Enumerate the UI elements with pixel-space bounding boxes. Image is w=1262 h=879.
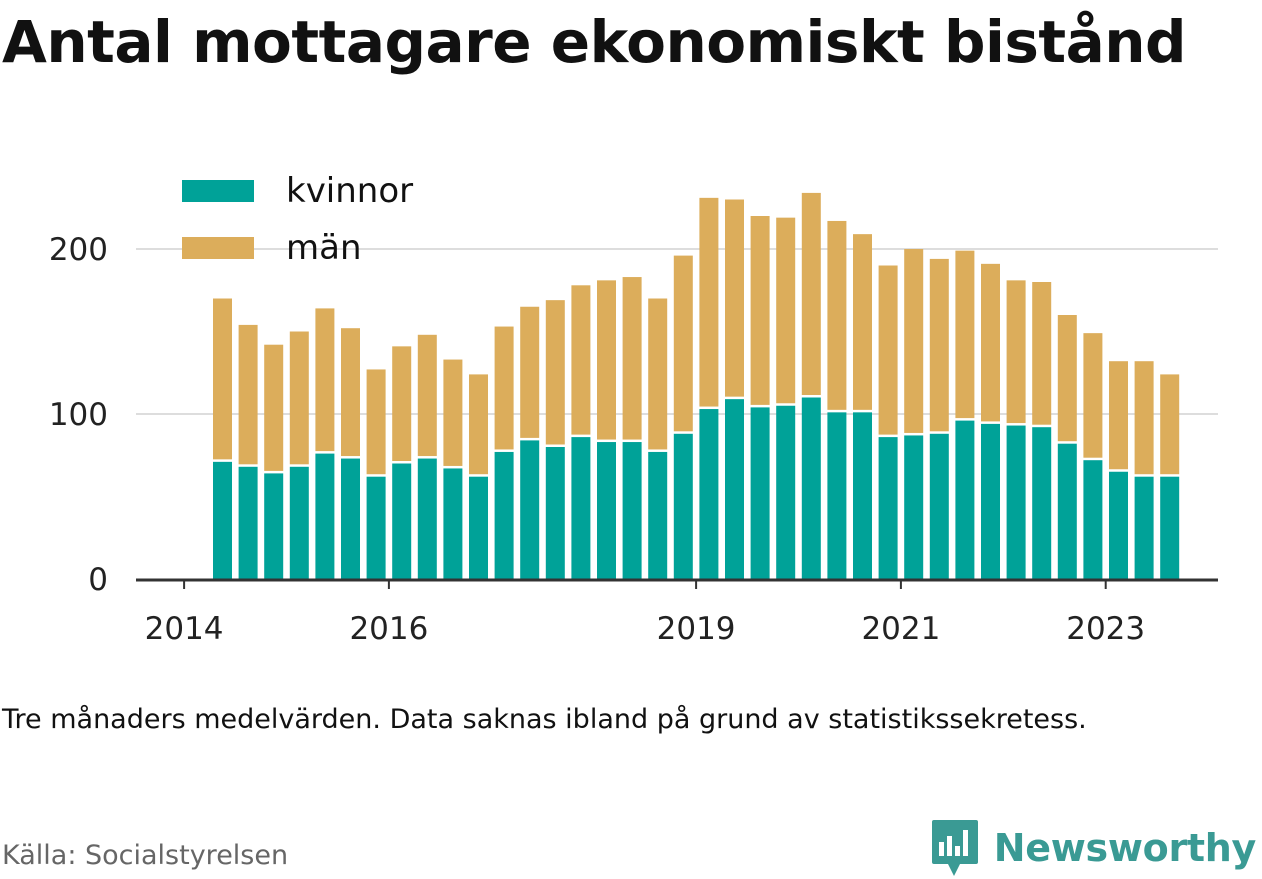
bar-man xyxy=(264,344,284,471)
bar-man xyxy=(392,346,412,461)
bar-man xyxy=(1083,333,1103,458)
bar-man xyxy=(1160,374,1180,475)
bar-kvinnor xyxy=(1083,460,1103,579)
bar-man xyxy=(545,300,565,445)
bar-man xyxy=(520,306,540,438)
bar-kvinnor xyxy=(725,399,744,579)
bar-man xyxy=(699,197,719,407)
bar-kvinnor xyxy=(750,407,770,579)
bar-man xyxy=(673,255,693,432)
newsworthy-logo-icon xyxy=(931,820,978,876)
bar-kvinnor xyxy=(878,437,898,579)
bar-kvinnor xyxy=(341,458,360,579)
chart-container: 0 100 200 2014 2016 2019 2021 2023 kvinnor män xyxy=(0,150,1262,670)
bar-man xyxy=(648,298,668,450)
bar-man xyxy=(827,220,847,410)
bar-man xyxy=(878,265,898,435)
legend-label-man: män xyxy=(286,228,362,268)
bar-man xyxy=(571,285,591,435)
chart-note: Tre månaders medelvärden. Data saknas ib… xyxy=(2,704,1087,735)
source-label: Källa: Socialstyrelsen xyxy=(2,840,289,871)
bar-man xyxy=(981,263,1000,422)
legend-label-kvinnor: kvinnor xyxy=(286,171,413,211)
bar-kvinnor xyxy=(213,461,232,579)
bar-kvinnor xyxy=(392,463,412,579)
bar-man xyxy=(929,258,949,432)
bar-man xyxy=(1057,315,1077,442)
stacked-bar-chart: 0 100 200 2014 2016 2019 2021 2023 kvinnor män xyxy=(49,171,1218,647)
x-tick-label: 2016 xyxy=(349,611,428,647)
bar-kvinnor xyxy=(1032,427,1052,579)
bar-kvinnor xyxy=(776,405,796,579)
bar-man xyxy=(801,192,821,395)
bar-kvinnor xyxy=(929,433,949,579)
x-tick-label: 2019 xyxy=(657,611,736,647)
x-tick-label: 2014 xyxy=(145,611,224,647)
bar-kvinnor xyxy=(1057,443,1077,579)
bar-kvinnor xyxy=(853,412,872,579)
legend-swatch-man xyxy=(182,237,254,259)
bar-man xyxy=(1032,282,1052,425)
bar-kvinnor xyxy=(1006,425,1026,579)
bar-man xyxy=(341,328,360,457)
bar-kvinnor xyxy=(1109,471,1128,579)
bar-man xyxy=(955,250,975,419)
y-tick-label: 0 xyxy=(88,562,108,598)
bar-man xyxy=(494,326,514,450)
bar-kvinnor xyxy=(904,435,924,579)
bar-man xyxy=(622,277,642,440)
x-tick-label: 2023 xyxy=(1066,611,1145,647)
newsworthy-brand: Newsworthy xyxy=(930,818,1256,878)
bar-kvinnor xyxy=(417,458,437,579)
bar-man xyxy=(750,216,770,405)
bar-man xyxy=(853,234,872,410)
bar-kvinnor xyxy=(520,440,540,579)
legend-swatch-kvinnor xyxy=(182,180,254,202)
bar-kvinnor xyxy=(494,451,514,579)
bar-man xyxy=(1006,280,1026,424)
bar-kvinnor xyxy=(801,397,821,579)
bar-kvinnor xyxy=(443,468,463,579)
bar-man xyxy=(904,249,924,433)
bar-man xyxy=(366,369,386,475)
bar-man xyxy=(469,374,488,475)
bar-kvinnor xyxy=(238,466,258,579)
y-tick-label: 200 xyxy=(49,232,108,268)
y-tick-label: 100 xyxy=(49,397,108,433)
bar-man xyxy=(776,217,796,404)
bar-man xyxy=(315,308,335,452)
bar-kvinnor xyxy=(545,447,565,579)
bar-kvinnor xyxy=(289,466,309,579)
bar-kvinnor xyxy=(955,420,975,579)
bar-kvinnor xyxy=(981,423,1000,579)
bar-man xyxy=(289,331,309,465)
bar-man xyxy=(417,334,437,457)
bar-kvinnor xyxy=(827,412,847,579)
bar-man xyxy=(1109,361,1128,470)
bar-kvinnor xyxy=(648,451,668,579)
bar-kvinnor xyxy=(1134,476,1154,579)
bar-kvinnor xyxy=(571,437,591,579)
bar-man xyxy=(597,280,616,440)
bar-man xyxy=(238,324,258,465)
bar-kvinnor xyxy=(673,433,693,579)
x-tick-label: 2021 xyxy=(861,611,940,647)
bar-kvinnor xyxy=(366,476,386,579)
bar-kvinnor xyxy=(597,442,616,579)
bar-kvinnor xyxy=(1160,476,1180,579)
bar-kvinnor xyxy=(264,473,284,579)
bar-kvinnor xyxy=(622,442,642,579)
bar-man xyxy=(1134,361,1154,475)
bar-kvinnor xyxy=(699,409,719,579)
bar-man xyxy=(725,199,744,397)
brand-name: Newsworthy xyxy=(993,826,1257,870)
bar-kvinnor xyxy=(469,476,488,579)
bar-man xyxy=(443,359,463,466)
bar-kvinnor xyxy=(315,453,335,579)
chart-title: Antal mottagare ekonomiskt bistånd xyxy=(2,8,1187,76)
bar-man xyxy=(213,298,232,460)
